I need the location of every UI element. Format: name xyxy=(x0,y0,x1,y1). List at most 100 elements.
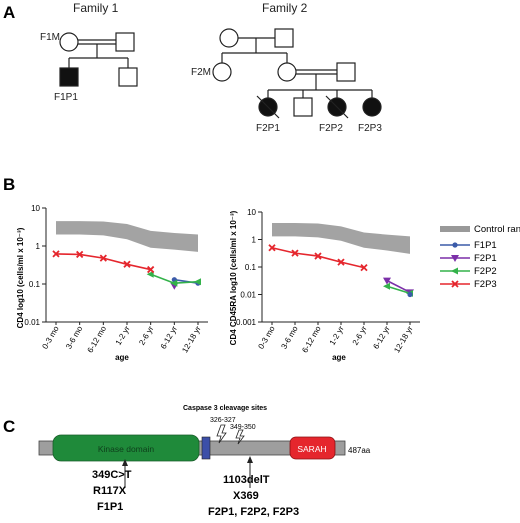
x-tick-label: 6-12 yr xyxy=(159,324,179,350)
f1-sibling-symbol xyxy=(118,67,138,87)
data-point-f2p3 xyxy=(52,250,60,258)
kinase-domain xyxy=(52,434,200,462)
mutation-2-cdna: 1103delT xyxy=(223,474,270,486)
y-tick-label: 10 xyxy=(247,208,256,217)
data-point-f2p2 xyxy=(194,278,201,286)
caspase-title: Caspase 3 cleavage sites xyxy=(183,405,267,412)
f2-daughter-symbol xyxy=(277,62,297,82)
x-tick-label: 3-6 mo xyxy=(64,324,85,351)
data-point-f2p3 xyxy=(360,263,368,272)
legend-label-f1p1: F1P1 xyxy=(474,240,497,251)
data-point-f2p2 xyxy=(170,279,178,287)
x-tick-label: 2-6 yr xyxy=(351,324,369,347)
chart-cd45ra-y-title: CD4 CD45RA log10 (cells/ml x 10⁻³) xyxy=(229,210,238,345)
chart-cd45ra-x-title: age xyxy=(332,353,346,362)
panel-letter-b: B xyxy=(3,175,15,194)
mutation-1-cdna: 349C>T xyxy=(92,469,132,481)
x-tick-label: 1-2 yr xyxy=(328,324,346,347)
family-1-title: Family 1 xyxy=(73,1,119,15)
data-point-f2p3 xyxy=(268,244,276,252)
family-2-title: Family 2 xyxy=(262,1,308,15)
series-line-f2p2 xyxy=(386,285,411,295)
chart-cd4-cd45ra: 10 1 0.1 0.01 0.001 0-3 mo 3-6 mo 6-12 mo 1-2 y… xyxy=(229,208,420,362)
panel-letter-a: A xyxy=(3,3,15,22)
x-tick-label: 6-12 mo xyxy=(300,324,323,354)
data-point-f2p3 xyxy=(337,258,345,266)
cleavage-arrow-2 xyxy=(235,429,245,445)
legend-label-f2p3: F2P3 xyxy=(474,279,497,290)
control-range-band xyxy=(56,221,198,252)
legend-control-label: Control range xyxy=(474,224,520,235)
f2-sibling-symbol xyxy=(293,97,313,117)
data-point-f2p3 xyxy=(291,249,299,257)
cleavage-site-1: 326-327 xyxy=(210,417,236,424)
data-point-f2p2 xyxy=(146,270,154,278)
f2-grandmother-symbol xyxy=(219,28,239,48)
mutation-2-protein: X369 xyxy=(233,490,259,502)
kinase-domain-label: Kinase domain xyxy=(98,444,155,454)
y-tick-label: 1 xyxy=(36,242,41,251)
data-point-f2p3 xyxy=(147,265,155,274)
f1-patient-symbol xyxy=(59,67,79,87)
y-tick-label: 0.1 xyxy=(29,280,41,289)
data-point-f1p1 xyxy=(407,291,413,298)
x-tick-label: 3-6 mo xyxy=(279,324,300,351)
data-point-f2p3 xyxy=(76,250,84,259)
legend-label-f2p1: F2P1 xyxy=(474,253,497,264)
protein-diagram: Caspase 3 cleavage sites Kinase domain S… xyxy=(38,405,371,518)
f1-mother-symbol xyxy=(59,32,79,52)
x-tick-label: 0-3 mo xyxy=(40,324,61,351)
chart-cd4-y-title: CD4 log10 (cells/ml x 10⁻³) xyxy=(16,227,25,328)
data-point-f2p3 xyxy=(123,260,131,268)
y-tick-label: 10 xyxy=(31,204,40,213)
chart-legend: Control range F1P1 F2P1 F2P2 F2P3 xyxy=(440,224,520,290)
f2p3-label: F2P3 xyxy=(358,123,382,134)
f2-grandfather-symbol xyxy=(274,28,294,48)
x-tick-label: 6-12 mo xyxy=(86,324,109,354)
data-point-f2p2 xyxy=(383,282,390,290)
legend-control-swatch xyxy=(440,226,470,232)
cleavage-arrow-1 xyxy=(216,424,227,444)
cleavage-site-2: 349-350 xyxy=(230,424,256,431)
pedigree-family-1: Family 1 F1M F1P1 xyxy=(40,1,138,103)
mutation-1-patients: F1P1 xyxy=(97,501,123,513)
data-point-f2p3 xyxy=(99,254,107,262)
sarah-domain xyxy=(289,436,336,460)
y-tick-label: 1 xyxy=(252,236,257,245)
f1p1-label: F1P1 xyxy=(54,92,78,103)
data-point-f2p3 xyxy=(314,252,322,260)
control-range-band xyxy=(272,222,410,254)
y-tick-label: 0.001 xyxy=(236,318,257,327)
legend-marker-f2p1 xyxy=(451,255,459,262)
f2p1-label: F2P1 xyxy=(256,123,280,134)
legend-marker-f2p3 xyxy=(451,280,459,288)
f2p3-symbol xyxy=(362,97,382,117)
y-tick-label: 0.01 xyxy=(240,291,256,300)
y-tick-label: 0.1 xyxy=(245,263,257,272)
data-point-f2p1 xyxy=(383,277,391,285)
chart-cd4: 10 1 0.1 0.01 0-3 mo 3-6 mo 6-12 mo 1-2 yr 2-6 … xyxy=(16,204,208,362)
f1-father-symbol xyxy=(115,32,135,52)
x-tick-label: 0-3 mo xyxy=(256,324,277,351)
x-tick-label: 12-18 yr xyxy=(180,324,203,354)
f2p2-label: F2P2 xyxy=(319,123,343,134)
f2p2-deceased-mark xyxy=(325,95,349,119)
x-tick-label: 6-12 yr xyxy=(371,324,391,350)
linker-segment xyxy=(201,436,211,460)
series-line-f2p3 xyxy=(271,246,365,269)
sarah-label: SARAH xyxy=(297,444,326,454)
series-line-f2p1 xyxy=(386,279,411,294)
y-tick-label: 0.01 xyxy=(24,318,40,327)
mutation-1-protein: R117X xyxy=(93,485,127,497)
pedigree-family-2: Family 2 F2M F2P1 F2P2 F2P3 xyxy=(191,1,382,134)
f2p1-deceased-mark xyxy=(256,95,280,119)
legend-label-f2p2: F2P2 xyxy=(474,266,497,277)
legend-marker-f1p1 xyxy=(452,242,458,248)
series-line-f2p3 xyxy=(55,253,151,271)
panel-letter-c: C xyxy=(3,417,15,436)
mutation-2-patients: F2P1, F2P2, F2P3 xyxy=(208,506,299,518)
f2-mother-symbol xyxy=(212,62,232,82)
chart-cd4-x-title: age xyxy=(115,353,129,362)
x-tick-label: 1-2 yr xyxy=(114,324,132,347)
